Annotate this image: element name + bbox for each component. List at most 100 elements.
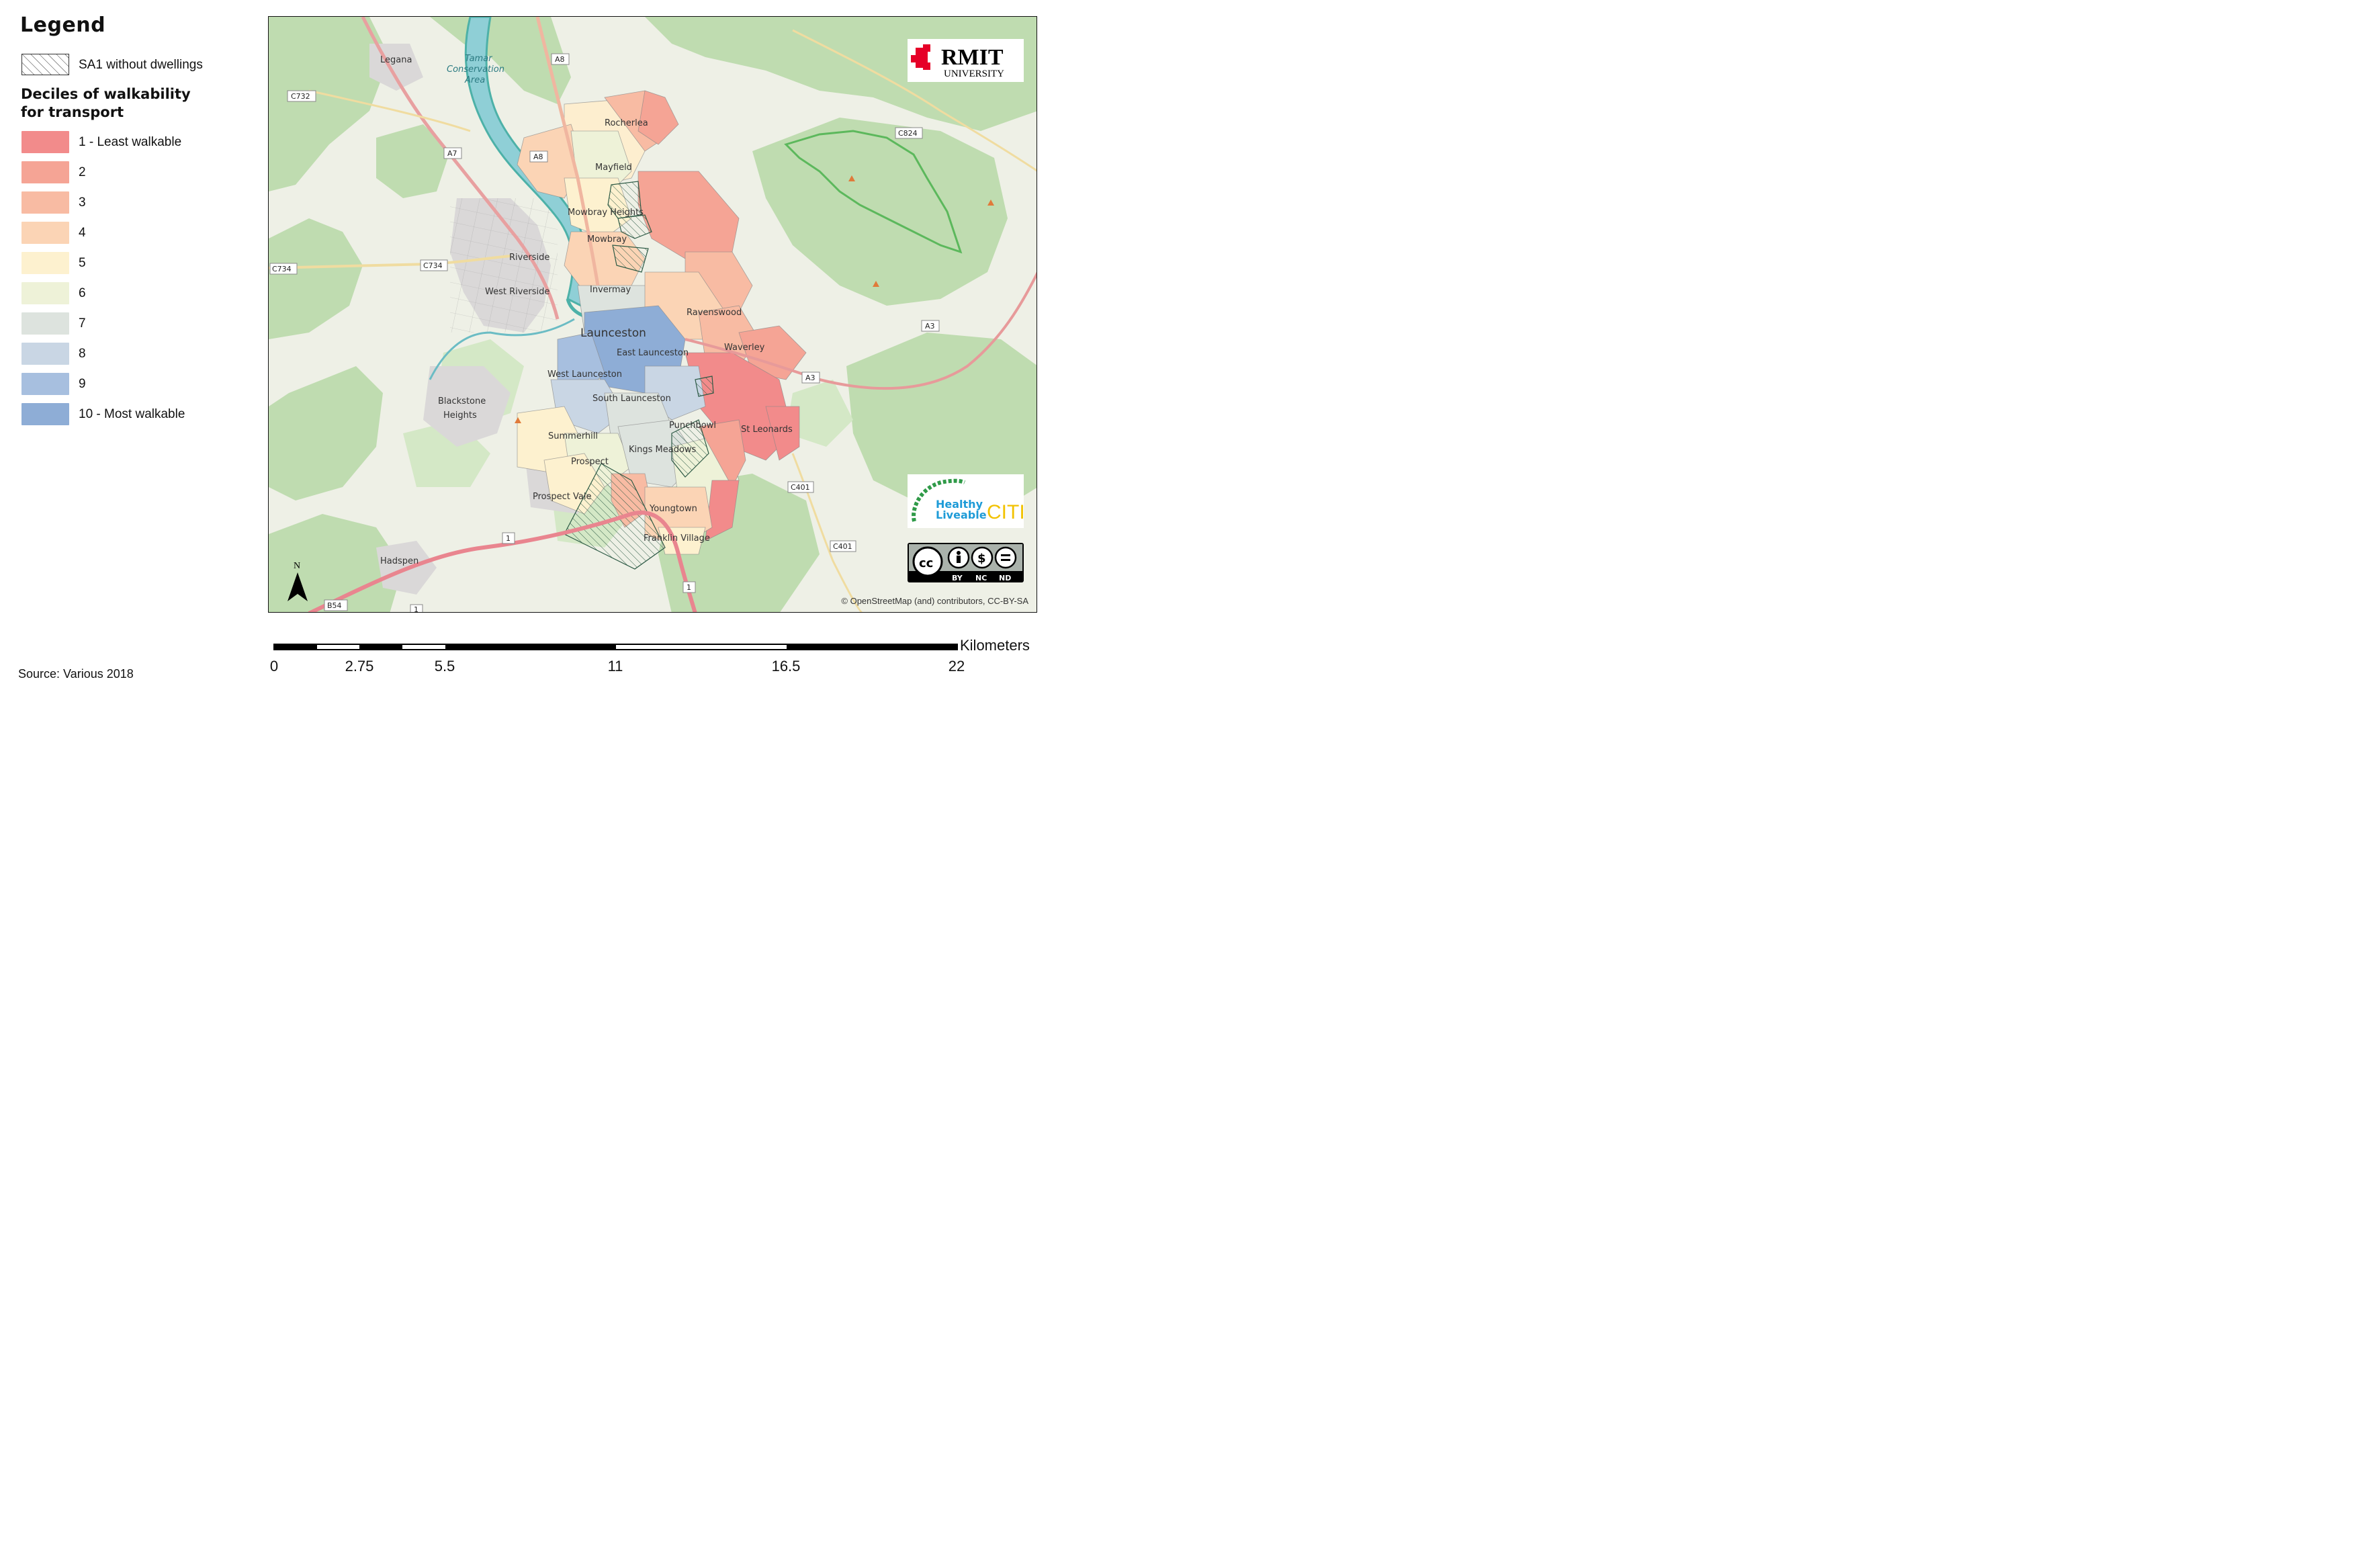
- road-label: 1: [687, 583, 691, 592]
- legend-decile-1: 1 - Least walkable: [21, 131, 263, 154]
- scale-unit: Kilometers: [960, 637, 1030, 654]
- road-label: A3: [925, 322, 935, 331]
- scale-segment: [402, 644, 445, 650]
- north-label: N: [294, 561, 300, 571]
- decile-swatch: [21, 282, 69, 304]
- place-label-group: Legana Tamar Conservation Area Riverside…: [380, 54, 793, 566]
- legend-decile-5: 5: [21, 252, 263, 275]
- scale-segment: [359, 644, 402, 650]
- sa1-without-dwellings: [564, 181, 714, 570]
- road-label: C824: [898, 129, 918, 138]
- map-frame[interactable]: Legana Tamar Conservation Area Riverside…: [268, 16, 1037, 613]
- place-label: Blackstone: [438, 396, 486, 406]
- legend-title: Legend: [20, 13, 106, 37]
- decile-label: 3: [79, 195, 86, 210]
- street-grid: [450, 198, 558, 333]
- cc-license-badge: cc $ BY NC ND: [908, 543, 1024, 582]
- decile-label: 1 - Least walkable: [79, 135, 182, 149]
- decile-label: 4: [79, 226, 86, 240]
- decile-swatch: [21, 312, 69, 335]
- legend-decile-7: 7: [21, 312, 263, 335]
- road-label: C401: [791, 483, 810, 492]
- scale-tick: 2.75: [345, 658, 374, 674]
- legend-decile-8: 8: [21, 343, 263, 365]
- scale-tick: 16.5: [771, 658, 801, 674]
- road-label: C401: [833, 542, 852, 551]
- scale-tick: 0: [269, 658, 279, 674]
- svg-text:$: $: [977, 552, 986, 566]
- place-label: Prospect Vale: [533, 492, 591, 502]
- hatch-pattern: [22, 54, 69, 75]
- road-label: A8: [555, 55, 565, 64]
- place-label: Tamar: [465, 54, 493, 64]
- scale-segment: [317, 644, 359, 650]
- place-label: Mayfield: [595, 163, 632, 173]
- legend-decile-4: 4: [21, 222, 263, 245]
- rmit-logo-graphic: RMIT UNIVERSITY: [911, 44, 1004, 79]
- decile-label: 9: [79, 377, 86, 391]
- cc-tag-nd: ND: [999, 574, 1011, 582]
- cc-tag-by: BY: [952, 574, 963, 582]
- road-label: 1: [506, 534, 511, 543]
- place-label: Youngtown: [649, 504, 697, 514]
- place-label: Rocherlea: [605, 118, 648, 128]
- source-note: Source: Various 2018: [18, 667, 134, 681]
- north-arrow: N: [285, 559, 310, 602]
- place-label: Mowbray: [587, 234, 627, 245]
- place-label: Riverside: [509, 253, 549, 263]
- rmit-logo: RMIT UNIVERSITY: [908, 39, 1024, 82]
- svg-text:cc: cc: [919, 556, 933, 570]
- hlc-swirl-icon: [912, 478, 966, 522]
- south-esk-river: [429, 318, 575, 380]
- nc-icon: [971, 546, 994, 569]
- place-label: Hadspen: [380, 556, 418, 566]
- rmit-sub: UNIVERSITY: [944, 69, 1004, 79]
- decile-heading: Deciles of walkability for transport: [21, 85, 191, 122]
- decile-label: 10 - Most walkable: [79, 407, 185, 421]
- scale-tick: 5.5: [434, 658, 455, 674]
- legend-decile-3: 3: [21, 191, 263, 214]
- road-label: 1: [414, 605, 418, 613]
- forest-areas: [269, 17, 1037, 612]
- road-label: B54: [327, 601, 342, 610]
- hatch-swatch: [21, 54, 69, 75]
- scale-segment: [445, 644, 616, 650]
- place-label: Franklin Village: [644, 533, 710, 543]
- place-label: Heights: [443, 410, 477, 421]
- decile-swatch: [21, 343, 69, 365]
- decile-heading-line1: Deciles of walkability: [21, 86, 191, 102]
- road-label: C734: [423, 261, 443, 270]
- decile-label: 6: [79, 286, 86, 300]
- decile-swatch: [21, 373, 69, 395]
- rmit-pixel-icon: [911, 44, 930, 70]
- place-label: South Launceston: [592, 394, 671, 404]
- legend-decile-2: 2: [21, 161, 263, 184]
- decile-label: 7: [79, 316, 86, 331]
- map-canvas[interactable]: Legana Tamar Conservation Area Riverside…: [269, 17, 1037, 613]
- place-label: Launceston: [580, 326, 646, 340]
- decile-label: 8: [79, 347, 86, 361]
- scale-segment: [616, 644, 787, 650]
- place-label: Area: [464, 75, 485, 85]
- road-label: C732: [291, 92, 310, 101]
- legend-decile-6: 6: [21, 282, 263, 305]
- north-arrow-icon: N: [288, 561, 308, 601]
- decile-swatch: [21, 131, 69, 153]
- place-label: Summerhill: [548, 431, 598, 441]
- place-label: St Leonards: [741, 425, 793, 435]
- place-label: Conservation: [447, 64, 504, 75]
- scale-tick: 11: [607, 658, 623, 674]
- place-label: East Launceston: [617, 348, 689, 358]
- scale-bar: 0 2.75 5.5 11 16.5 22 Kilometers: [269, 637, 1045, 682]
- scale-segment: [273, 644, 317, 650]
- hatch-legend-label: SA1 without dwellings: [79, 58, 203, 72]
- place-label: Mowbray Heights: [568, 208, 644, 218]
- place-label: Ravenswood: [687, 308, 742, 318]
- healthy-liveable-cities-logo: Healthy Liveable CITIES: [908, 474, 1024, 528]
- decile-swatch: [21, 403, 69, 425]
- peak-markers: [515, 175, 994, 423]
- hlc-liveable: Liveable: [936, 509, 987, 521]
- road-label: A3: [805, 374, 816, 382]
- cc-tag-nc: NC: [975, 574, 987, 582]
- hlc-logo-graphic: Healthy Liveable CITIES: [912, 478, 1024, 523]
